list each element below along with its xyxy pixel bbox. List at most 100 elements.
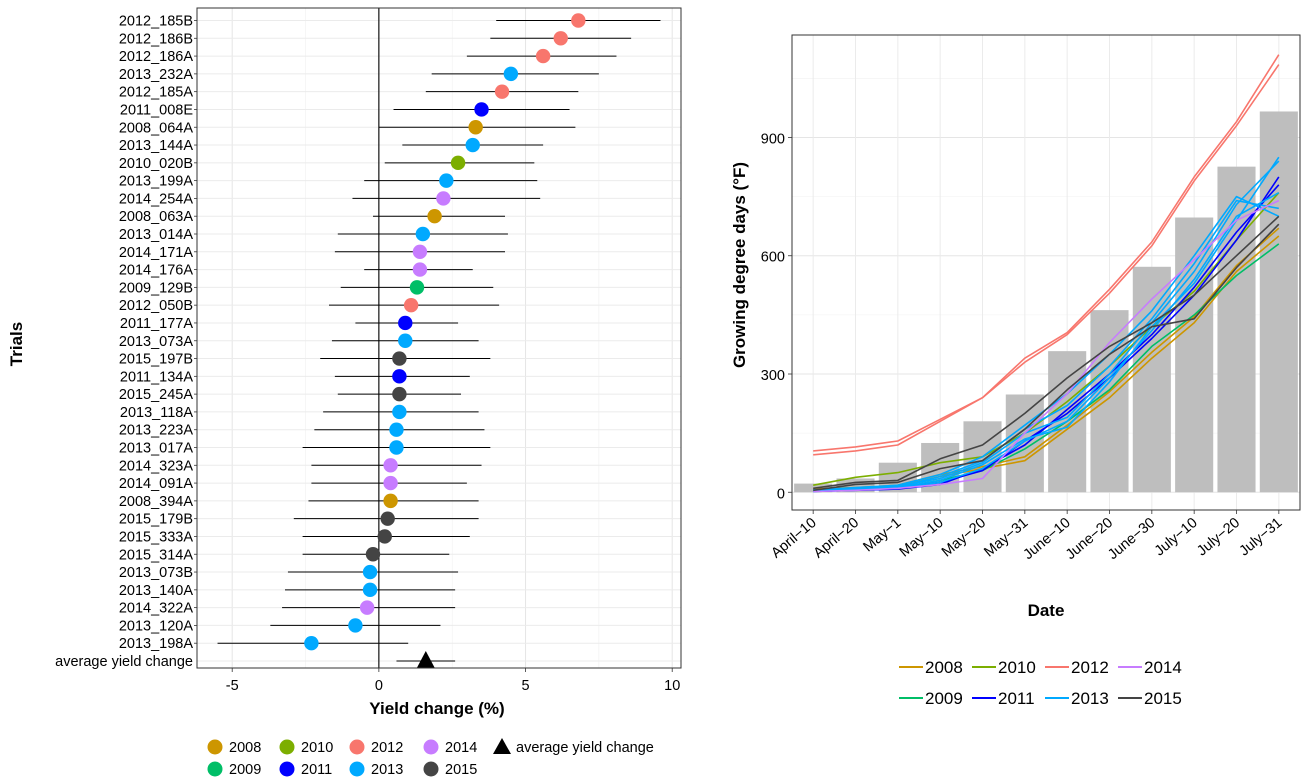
- trial-label: 2012_186B: [119, 31, 193, 47]
- legend-label: 2010: [301, 740, 333, 756]
- trial-label: 2014_176A: [119, 263, 194, 279]
- legend-label: 2008: [229, 740, 261, 756]
- y-tick-label: 600: [761, 250, 785, 266]
- trial-label: 2012_050B: [119, 298, 193, 314]
- trial-label: 2013_199A: [119, 174, 194, 190]
- legend-label: 2009: [229, 762, 261, 778]
- trial-point: [412, 244, 428, 259]
- trial-label: 2012_185B: [119, 14, 193, 30]
- x-tick-label: June−10: [1021, 515, 1074, 563]
- legend-label: 2013: [371, 762, 403, 778]
- trial-label: 2015_314A: [119, 547, 194, 563]
- x-tick-label: April−20: [811, 515, 862, 562]
- gdd-bar: [1090, 310, 1129, 493]
- trial-label: 2013_232A: [119, 67, 194, 83]
- gdd-bar: [1132, 266, 1171, 493]
- x-tick-label: June−20: [1063, 515, 1116, 563]
- trial-label: 2014_171A: [119, 245, 194, 261]
- trial-point: [412, 262, 428, 277]
- gdd-plot-border: [791, 34, 1301, 511]
- trial-point: [494, 84, 510, 99]
- gdd-series-line: [813, 223, 1280, 492]
- trial-point: [398, 315, 413, 331]
- trial-label: 2010_020B: [119, 156, 193, 172]
- legend-label: 2012: [371, 740, 403, 756]
- trial-point: [474, 102, 489, 117]
- trial-label: 2013_118A: [120, 405, 193, 421]
- legend-key: [207, 739, 223, 755]
- trial-point: [389, 440, 404, 455]
- average-label: average yield change: [55, 654, 193, 670]
- x-tick-label: April−10: [768, 515, 819, 562]
- legend-label: 2014: [445, 740, 477, 756]
- legend-key: [423, 761, 439, 777]
- legend-key-triangle: [493, 738, 511, 754]
- trial-point: [439, 173, 454, 188]
- legend-label: 2011: [998, 689, 1035, 708]
- trial-point: [377, 529, 392, 544]
- trial-point: [389, 422, 404, 437]
- trial-label: 2013_223A: [119, 423, 194, 439]
- gdd-series-line: [813, 215, 1280, 490]
- x-tick-label: July−10: [1152, 515, 1201, 560]
- forest-legend: 2008 2010 2012 2014 average yield change 2009…: [207, 738, 654, 778]
- trial-point: [383, 493, 398, 509]
- x-tick-label: May−20: [939, 515, 989, 561]
- trial-point: [383, 475, 398, 491]
- x-tick-label: 5: [521, 678, 529, 694]
- legend-label: 2015: [1144, 689, 1182, 708]
- x-tick-label: May−10: [897, 515, 947, 561]
- gdd-lines: [813, 54, 1280, 493]
- forest-x-tick-labels: -5 0 5 10: [226, 668, 680, 694]
- gdd-x-tick-labels: April−10April−20May−1May−10May−20May−31J…: [768, 510, 1285, 563]
- trial-label: 2013_073A: [119, 334, 194, 350]
- legend-key: [349, 739, 365, 755]
- trial-point: [383, 458, 398, 473]
- forest-plot-border: [196, 7, 682, 669]
- trial-point: [392, 386, 407, 402]
- gdd-y-tick-labels: 0 300 600 900: [761, 131, 792, 502]
- x-tick-label: 10: [664, 678, 680, 694]
- trial-label: 2013_140A: [119, 583, 194, 599]
- legend-key: [207, 761, 223, 777]
- gdd-bar: [1005, 394, 1044, 493]
- trial-label: 2008_064A: [119, 120, 194, 136]
- trial-label: 2011_134A: [120, 369, 193, 385]
- x-tick-label: July−31: [1237, 515, 1286, 560]
- forest-y-axis-title: Trials: [7, 322, 26, 366]
- legend-label: 2015: [445, 762, 477, 778]
- trial-point: [398, 333, 413, 348]
- trial-label: 2012_186A: [119, 49, 194, 65]
- trial-label: 2013_014A: [119, 227, 194, 243]
- trial-label: 2014_323A: [119, 458, 194, 474]
- legend-label: 2011: [301, 762, 332, 778]
- trial-label: 2008_063A: [119, 209, 194, 225]
- trial-point: [362, 564, 378, 580]
- trial-label: 2011_177A: [120, 316, 193, 332]
- x-tick-label: July−20: [1194, 515, 1243, 560]
- legend-key: [279, 761, 295, 777]
- trial-label: 2013_120A: [119, 618, 194, 634]
- trial-point: [553, 31, 568, 46]
- trial-point: [392, 404, 407, 420]
- trial-label: 2013_198A: [119, 636, 194, 652]
- trial-label: 2015_179B: [119, 512, 193, 528]
- trial-point: [409, 280, 425, 295]
- forest-x-axis-title: Yield change (%): [369, 699, 504, 718]
- trial-point: [468, 120, 483, 135]
- gdd-y-axis-title: Growing degree days (°F): [730, 162, 749, 368]
- legend-label: 2009: [925, 689, 963, 708]
- trial-point: [436, 191, 451, 206]
- legend-key: [279, 739, 295, 755]
- trial-label: 2015_197B: [119, 352, 193, 368]
- trial-point: [450, 155, 466, 171]
- legend-label: 2010: [998, 658, 1036, 677]
- legend-key: [423, 739, 439, 755]
- x-tick-label: June−30: [1105, 515, 1158, 563]
- y-tick-label: 300: [761, 368, 785, 384]
- legend-key: [349, 761, 365, 777]
- trial-point: [304, 636, 319, 651]
